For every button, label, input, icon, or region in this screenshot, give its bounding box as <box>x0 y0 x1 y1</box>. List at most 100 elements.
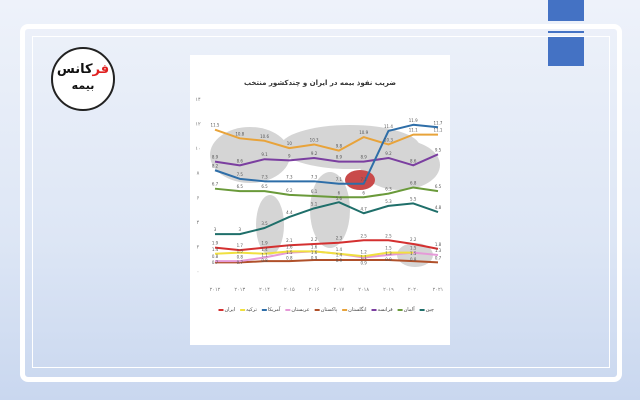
data-label: 10.9 <box>359 130 368 135</box>
y-tick-label: ۱۴ <box>195 97 201 103</box>
data-label: 7.3 <box>311 174 318 179</box>
legend-label: عربستان <box>291 307 309 313</box>
data-label: 1.8 <box>435 242 442 247</box>
legend-swatch <box>371 309 377 311</box>
legend-swatch <box>397 309 403 311</box>
white-frame <box>20 24 622 382</box>
legend-swatch <box>218 309 224 311</box>
legend-swatch <box>261 309 267 311</box>
data-label: 1.1 <box>360 255 367 260</box>
data-label: 4.4 <box>286 210 293 215</box>
data-label: 0.8 <box>237 254 244 259</box>
legend-label: ترکیه <box>246 307 257 313</box>
data-label: 0.9 <box>385 257 392 262</box>
data-label: 9.2 <box>385 151 392 156</box>
series-line <box>214 128 438 152</box>
series-line <box>214 123 439 185</box>
data-label: 7.1 <box>360 177 367 182</box>
y-tick-label: ۱۰ <box>195 146 200 152</box>
data-label: 10.6 <box>260 134 269 139</box>
data-label: 9.8 <box>336 144 343 149</box>
data-label: 1.1 <box>261 252 268 257</box>
data-label: 11.9 <box>409 118 418 123</box>
data-label: 10 <box>287 141 293 146</box>
legend-label: چین <box>426 307 434 313</box>
x-tick-label: ۲۰۱۴ <box>259 287 270 293</box>
x-tick-label: ۲۰۱۹ <box>383 287 394 293</box>
data-label: 5.5 <box>410 196 417 201</box>
data-label: 1.3 <box>435 248 442 253</box>
data-label: 8.9 <box>212 155 219 160</box>
legend-swatch <box>419 309 425 311</box>
data-label: 1.5 <box>410 251 417 256</box>
data-label: 6.5 <box>237 184 244 189</box>
data-label: 9.1 <box>261 152 268 157</box>
data-label: 6.5 <box>261 184 268 189</box>
data-label: 1.3 <box>385 251 392 256</box>
data-label: 1.7 <box>237 243 244 248</box>
chart-panel: ضریب نفوذ بیمه در ایران و چندکشور منتخب … <box>190 55 450 345</box>
data-label: 2.2 <box>311 237 318 242</box>
data-label: 1.4 <box>336 252 343 257</box>
data-label: 1.6 <box>311 244 318 249</box>
logo-text-red: فر <box>92 62 110 77</box>
data-label: 7.1 <box>336 177 343 182</box>
data-label: 6.7 <box>212 182 219 187</box>
data-label: 9 <box>288 153 291 158</box>
data-label: 1.6 <box>311 250 318 255</box>
data-label: 1.4 <box>261 247 268 252</box>
y-tick-label: ۶ <box>197 195 200 201</box>
data-label: 6.5 <box>435 184 442 189</box>
data-label: 6 <box>362 190 365 195</box>
data-label: 2.1 <box>286 238 293 243</box>
data-label: 1.4 <box>212 247 219 252</box>
data-label: 5.6 <box>336 196 343 201</box>
data-label: 5.3 <box>385 199 392 204</box>
legend-label: انگلستان <box>348 306 366 313</box>
data-label: 11.1 <box>434 128 443 133</box>
data-label: 0.7 <box>212 260 219 265</box>
data-label: 8.9 <box>336 155 343 160</box>
x-tick-label: ۲۰۱۷ <box>334 287 345 293</box>
data-label: 7.3 <box>261 174 268 179</box>
data-label: 1.5 <box>237 249 244 254</box>
data-label: 10.3 <box>384 137 393 142</box>
data-label: 3.5 <box>261 221 268 226</box>
data-label: 9.5 <box>435 147 442 152</box>
legend-swatch <box>342 309 348 311</box>
data-label: 4.7 <box>360 206 367 211</box>
data-label: 10.8 <box>235 131 244 136</box>
x-tick-label: ۲۰۱۸ <box>358 287 369 293</box>
data-label: 1.4 <box>336 247 343 252</box>
legend-label: آمریکا <box>268 306 281 313</box>
data-label: 3 <box>214 227 217 232</box>
data-label: 9.2 <box>311 151 318 156</box>
data-label: 0.8 <box>410 257 417 262</box>
y-tick-label: ۸ <box>197 171 200 177</box>
data-label: 2.2 <box>410 237 417 242</box>
chart-title: ضریب نفوذ بیمه در ایران و چندکشور منتخب <box>244 79 396 87</box>
data-label: 6.8 <box>410 180 417 185</box>
data-label: 11.5 <box>211 123 220 128</box>
data-label: 1.6 <box>286 244 293 249</box>
data-label: 2.3 <box>336 236 343 241</box>
y-tick-label: ۴ <box>197 220 200 226</box>
data-label: 1.2 <box>360 249 367 254</box>
data-label: 0.8 <box>212 254 219 259</box>
data-label: 11.7 <box>434 120 443 125</box>
legend-swatch <box>285 309 291 311</box>
data-label: 0.9 <box>336 258 343 263</box>
x-tick-label: ۲۰۱۳ <box>234 287 245 293</box>
inner-frame-line <box>32 36 610 368</box>
decor-square-bottom <box>548 36 584 66</box>
data-label: 6 <box>338 190 341 195</box>
x-tick-label: ۲۰۲۱ <box>433 287 444 293</box>
legend-swatch <box>240 309 246 311</box>
data-label: 5.1 <box>311 201 318 206</box>
decor-square-top <box>548 0 584 21</box>
data-label: 2.5 <box>385 233 392 238</box>
data-label: 8.2 <box>212 163 219 168</box>
decor-bar <box>548 31 584 33</box>
data-label: 2.5 <box>360 233 367 238</box>
data-label: 1.5 <box>286 250 293 255</box>
